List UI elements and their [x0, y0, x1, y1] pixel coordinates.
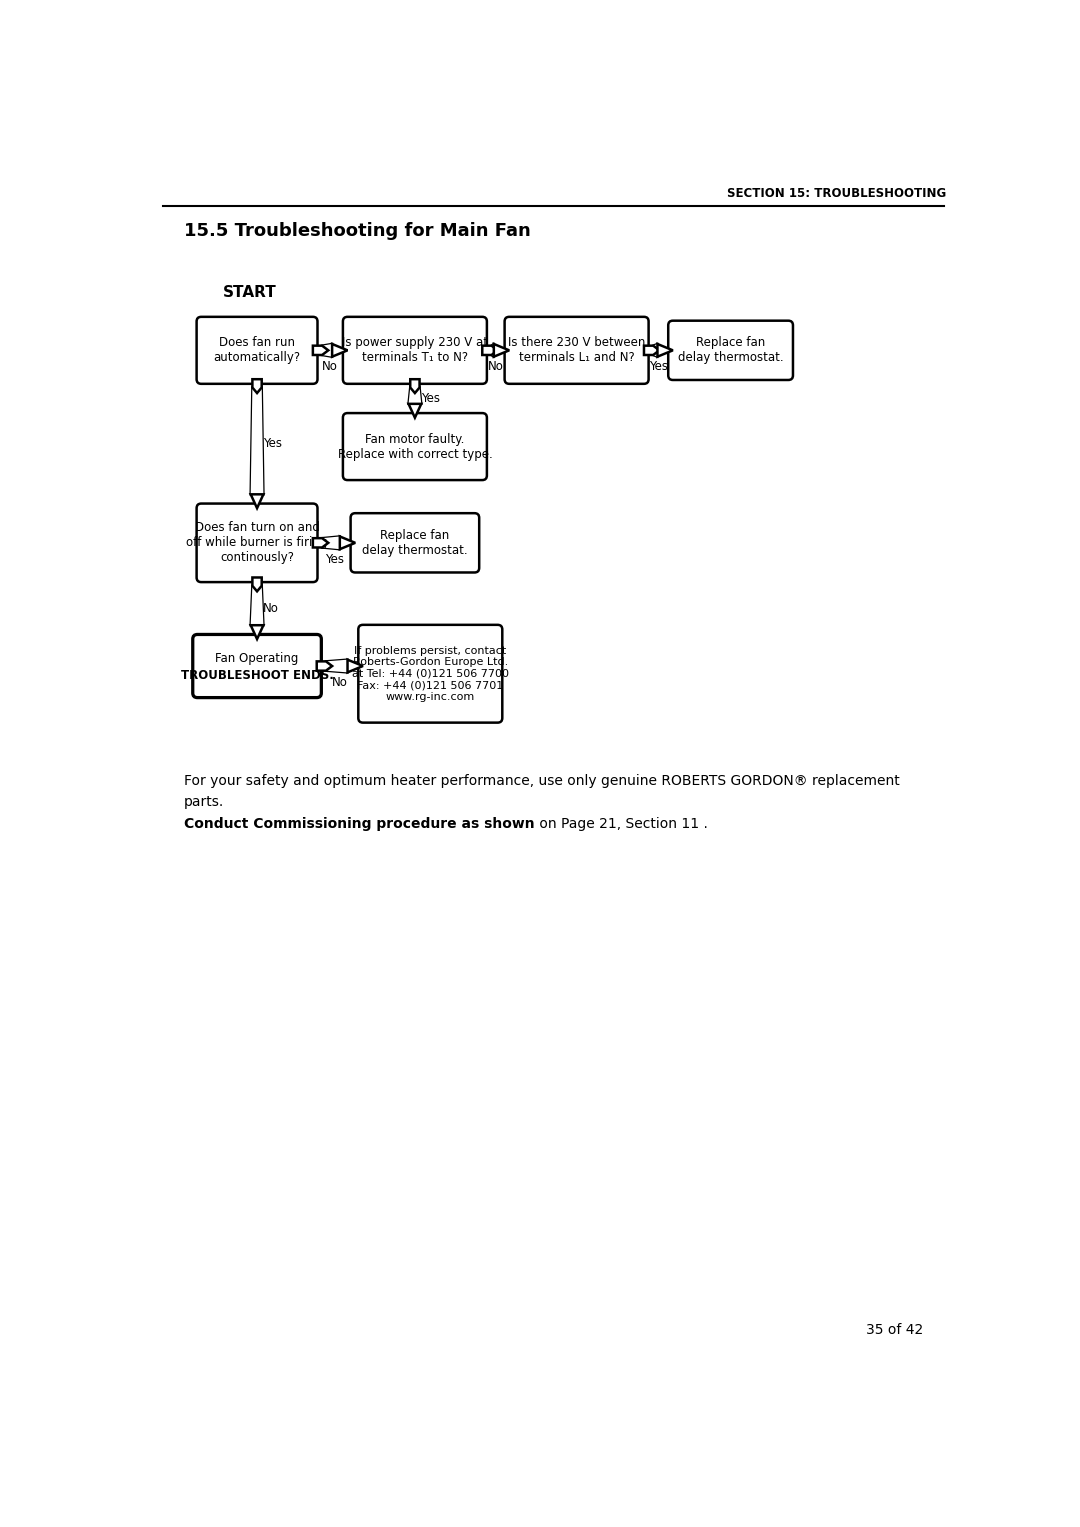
Polygon shape	[658, 344, 673, 357]
Text: For your safety and optimum heater performance, use only genuine ROBERTS GORDON®: For your safety and optimum heater perfo…	[184, 774, 900, 788]
Polygon shape	[408, 388, 421, 403]
Polygon shape	[653, 344, 658, 357]
Text: 15.5 Troubleshooting for Main Fan: 15.5 Troubleshooting for Main Fan	[184, 221, 530, 240]
Polygon shape	[326, 660, 348, 672]
FancyBboxPatch shape	[343, 316, 487, 383]
Text: Conduct Commissioning procedure as shown: Conduct Commissioning procedure as shown	[184, 817, 535, 831]
Polygon shape	[251, 388, 264, 495]
Text: Fan Operating: Fan Operating	[215, 652, 299, 664]
Text: Yes: Yes	[649, 360, 667, 373]
Text: No: No	[264, 602, 279, 615]
Polygon shape	[348, 660, 363, 672]
Polygon shape	[408, 403, 421, 418]
FancyBboxPatch shape	[351, 513, 480, 573]
Text: Replace fan
delay thermostat.: Replace fan delay thermostat.	[362, 528, 468, 557]
Polygon shape	[251, 495, 264, 508]
Polygon shape	[494, 344, 510, 357]
Polygon shape	[644, 345, 660, 354]
Text: parts.: parts.	[184, 796, 225, 809]
Text: Is power supply 230 V at
terminals T₁ to N?: Is power supply 230 V at terminals T₁ to…	[342, 336, 488, 365]
Text: No: No	[322, 360, 338, 373]
FancyBboxPatch shape	[343, 414, 487, 479]
FancyBboxPatch shape	[669, 321, 793, 380]
Polygon shape	[251, 586, 264, 625]
Polygon shape	[333, 344, 348, 357]
Polygon shape	[253, 379, 261, 392]
Text: Fan motor faulty.
Replace with correct type.: Fan motor faulty. Replace with correct t…	[338, 432, 492, 461]
FancyBboxPatch shape	[197, 504, 318, 582]
Text: Does fan run
automatically?: Does fan run automatically?	[214, 336, 300, 365]
Polygon shape	[340, 536, 355, 550]
Text: 35 of 42: 35 of 42	[866, 1324, 923, 1338]
Text: Yes: Yes	[421, 392, 440, 405]
FancyBboxPatch shape	[192, 634, 322, 698]
FancyBboxPatch shape	[359, 625, 502, 722]
Text: Yes: Yes	[264, 437, 282, 450]
Polygon shape	[253, 577, 261, 591]
Polygon shape	[313, 345, 328, 354]
Text: START: START	[222, 286, 276, 299]
Polygon shape	[322, 344, 333, 357]
Text: Does fan turn on and
off while burner is firing
continously?: Does fan turn on and off while burner is…	[187, 521, 327, 565]
Text: Replace fan
delay thermostat.: Replace fan delay thermostat.	[678, 336, 783, 365]
Text: TROUBLESHOOT ENDS.: TROUBLESHOOT ENDS.	[180, 669, 334, 681]
FancyBboxPatch shape	[197, 316, 318, 383]
Polygon shape	[483, 345, 498, 354]
Polygon shape	[410, 379, 419, 392]
Polygon shape	[491, 344, 494, 357]
Polygon shape	[322, 536, 340, 550]
Polygon shape	[316, 661, 333, 670]
Text: No: No	[332, 676, 348, 689]
Polygon shape	[313, 538, 328, 548]
Text: Yes: Yes	[325, 553, 343, 567]
Text: No: No	[488, 360, 503, 373]
Text: on Page 21, Section 11 .: on Page 21, Section 11 .	[535, 817, 707, 831]
Polygon shape	[251, 625, 264, 640]
Text: If problems persist, contact
Roberts-Gordon Europe Ltd.
at Tel: +44 (0)121 506 7: If problems persist, contact Roberts-Gor…	[352, 646, 509, 702]
Text: SECTION 15: TROUBLESHOOTING: SECTION 15: TROUBLESHOOTING	[727, 188, 946, 200]
FancyBboxPatch shape	[504, 316, 649, 383]
Text: Is there 230 V between
terminals L₁ and N?: Is there 230 V between terminals L₁ and …	[508, 336, 645, 365]
